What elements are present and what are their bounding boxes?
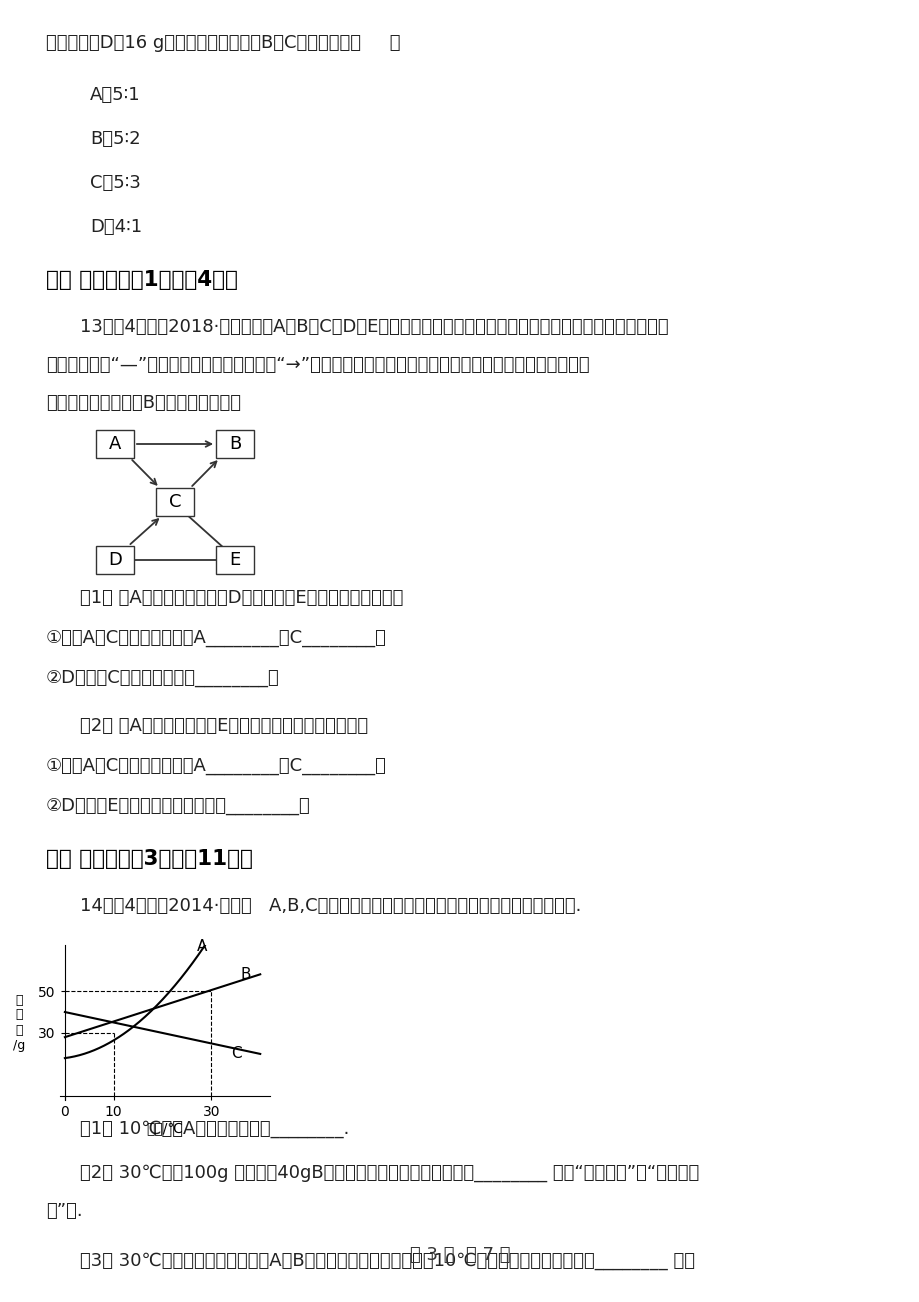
Text: 三、 简答题（共3题；儗11分）: 三、 简答题（共3题；儗11分）	[46, 849, 253, 868]
Text: A: A	[108, 435, 121, 453]
Text: （1） 若A为非金属氧化物，D俗称苏打，E是一种酸。请回答：: （1） 若A为非金属氧化物，D俗称苏打，E是一种酸。请回答：	[80, 589, 403, 607]
Bar	[156, 488, 194, 516]
Text: （1） 10℃时，A物质的溶解度是________.: （1） 10℃时，A物质的溶解度是________.	[80, 1120, 349, 1138]
Text: 二、 推断题（共1题；共4分）: 二、 推断题（共1题；共4分）	[46, 270, 238, 290]
Text: E: E	[229, 551, 241, 569]
Bar	[216, 546, 254, 574]
Text: A．5∶1: A．5∶1	[90, 86, 141, 104]
Text: D．4∶1: D．4∶1	[90, 217, 142, 236]
Text: 液”）.: 液”）.	[46, 1202, 83, 1220]
X-axis label: 温度/℃: 温度/℃	[146, 1121, 183, 1135]
Text: 13．（4分）（2018·道外模拟）A、B、C、D、E分别表示初中化学常见的五种物质，它们的部分反应和转化关: 13．（4分）（2018·道外模拟）A、B、C、D、E分别表示初中化学常见的五种…	[80, 318, 668, 336]
Text: 第 3 页  共 7 页: 第 3 页 共 7 页	[409, 1246, 510, 1264]
Text: ①写出A、C物质的化学式：A________，C________；: ①写出A、C物质的化学式：A________，C________；	[46, 629, 387, 647]
Bar	[96, 430, 134, 458]
Text: 14．（4分）（2014·北海）   A,B,C三种固体物质的溶解度曲线如图所示，请回答下列问题.: 14．（4分）（2014·北海） A,B,C三种固体物质的溶解度曲线如图所示，请…	[80, 897, 581, 915]
Text: B．5∶2: B．5∶2	[90, 130, 141, 148]
Text: A: A	[197, 939, 207, 954]
Text: 系如图所示（“—”表示两种物质能发生反应，“→”表示一种物质能转化成另一种物质，且省略部分反应物或生: 系如图所示（“—”表示两种物质能发生反应，“→”表示一种物质能转化成另一种物质，…	[46, 355, 589, 374]
Bar	[96, 546, 134, 574]
Text: ②D溶液和E溶液发生反应的现象为________。: ②D溶液和E溶液发生反应的现象为________。	[46, 797, 311, 815]
Text: ①写出A、C物质的化学式：A________，C________；: ①写出A、C物质的化学式：A________，C________；	[46, 756, 387, 775]
Text: B: B	[229, 435, 241, 453]
Text: C: C	[231, 1046, 242, 1061]
Text: C．5∶3: C．5∶3	[90, 174, 141, 191]
Text: 成物及条件），已知B是最常用的溶剂。: 成物及条件），已知B是最常用的溶剂。	[46, 395, 241, 411]
Y-axis label: 溶
解
度
/g: 溶 解 度 /g	[13, 993, 25, 1052]
Text: ②D转化为C的化学方程式为________。: ②D转化为C的化学方程式为________。	[46, 669, 279, 687]
Text: （2） 若A为金属氧化物，E是一种可溶性銀盐。请回答：: （2） 若A为金属氧化物，E是一种可溶性銀盐。请回答：	[80, 717, 368, 736]
Text: B: B	[241, 966, 251, 982]
Bar	[216, 430, 254, 458]
Text: （2） 30℃时，100g 水中加入40gB物质，充分溶解后，所得溶液为________ （填“饱和溶液”或“不饱和溶: （2） 30℃时，100g 水中加入40gB物质，充分溶解后，所得溶液为____…	[80, 1164, 698, 1182]
Text: 测得生成的D为16 g。反应后的混合物中B与C的质量比为（     ）: 测得生成的D为16 g。反应后的混合物中B与C的质量比为（ ）	[46, 34, 400, 52]
Text: D: D	[108, 551, 122, 569]
Text: （3） 30℃时，分别将相同质量的A、B两种物质的饱和溶液冷却到10℃，析出晶体较少的物质是________ （填: （3） 30℃时，分别将相同质量的A、B两种物质的饱和溶液冷却到10℃，析出晶体…	[80, 1253, 694, 1269]
Text: C: C	[168, 493, 181, 510]
